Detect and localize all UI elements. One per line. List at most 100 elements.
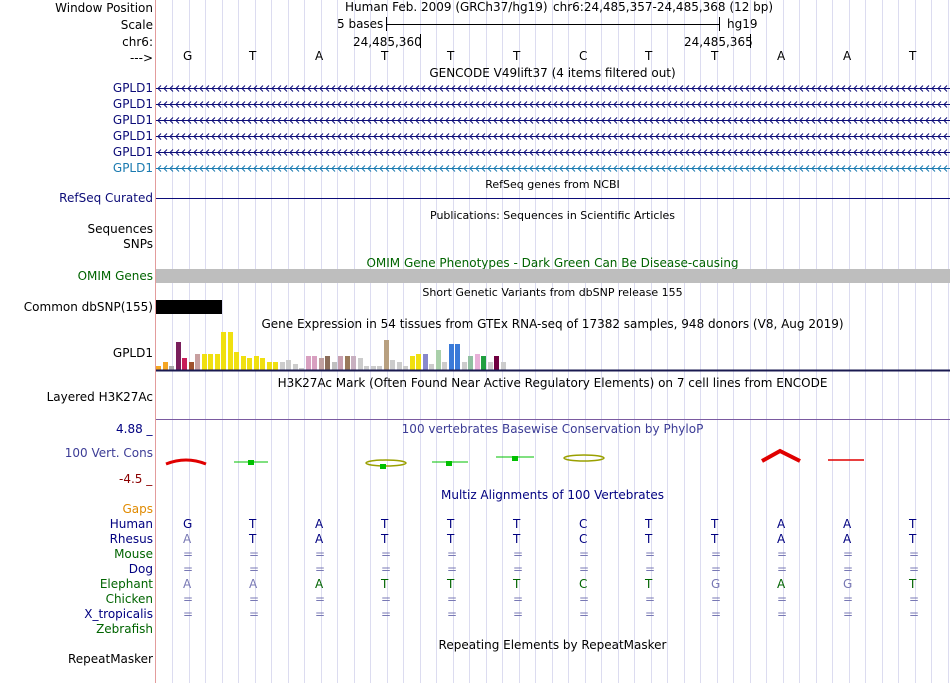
gencode-gene-feature[interactable] — [156, 82, 950, 94]
gencode-track-title[interactable]: GENCODE V49lift37 (4 items filtered out) — [429, 66, 676, 80]
gencode-gene-label[interactable]: GPLD1 — [112, 161, 153, 175]
strand-chevron — [733, 85, 738, 92]
gencode-gene-label[interactable]: GPLD1 — [112, 97, 153, 111]
strand-chevron — [325, 85, 330, 92]
repeatmasker-track-label[interactable]: RepeatMasker — [67, 652, 153, 666]
species-label[interactable]: Rhesus — [109, 532, 153, 546]
strand-chevron — [793, 165, 798, 172]
phylop-track-title[interactable]: 100 vertebrates Basewise Conservation by… — [401, 422, 704, 436]
species-label[interactable]: Zebrafish — [96, 622, 153, 636]
gencode-gene-feature[interactable] — [156, 114, 950, 126]
gencode-gene-label[interactable]: GPLD1 — [112, 145, 153, 159]
species-label[interactable]: Human — [109, 517, 153, 531]
strand-chevron — [259, 101, 264, 108]
refseq-line[interactable] — [156, 198, 950, 199]
refseq-track-label[interactable]: RefSeq Curated — [59, 191, 153, 205]
repeatmasker-track-title[interactable]: Repeating Elements by RepeatMasker — [438, 638, 667, 652]
strand-chevron — [577, 85, 582, 92]
h3k27ac-track-label[interactable]: Layered H3K27Ac — [46, 390, 153, 404]
gtex-tissue-bar — [397, 362, 402, 370]
strand-chevron — [691, 101, 696, 108]
strand-chevron — [613, 165, 618, 172]
gencode-gene-feature[interactable] — [156, 98, 950, 110]
aligned-base: = — [447, 607, 458, 621]
strand-chevron — [631, 133, 636, 140]
strand-chevron — [793, 117, 798, 124]
strand-chevron — [643, 149, 648, 156]
gtex-bar-chart[interactable] — [156, 330, 950, 374]
strand-chevron — [205, 101, 210, 108]
base-letter: G — [183, 49, 193, 63]
dbsnp-feature[interactable] — [156, 300, 222, 314]
strand-chevron — [505, 117, 510, 124]
strand-arrow-label[interactable]: ---> — [129, 51, 153, 65]
h3k27ac-track-title[interactable]: H3K27Ac Mark (Often Found Near Active Re… — [277, 376, 828, 390]
gencode-gene-feature[interactable] — [156, 146, 950, 158]
strand-chevron — [373, 117, 378, 124]
strand-chevron — [181, 133, 186, 140]
species-label[interactable]: Mouse — [114, 547, 153, 561]
gtex-track-title[interactable]: Gene Expression in 54 tissues from GTEx … — [261, 317, 844, 331]
species-label[interactable]: Dog — [128, 562, 153, 576]
phylop-track-label[interactable]: 100 Vert. Cons — [64, 446, 153, 460]
gtex-tissue-bar — [169, 366, 174, 370]
strand-chevron — [169, 117, 174, 124]
strand-chevron — [493, 117, 498, 124]
strand-chevron — [547, 85, 552, 92]
gtex-tissue-bar — [293, 364, 298, 370]
strand-chevron — [187, 133, 192, 140]
gtex-gene-label[interactable]: GPLD1 — [112, 346, 153, 360]
gaps-label[interactable]: Gaps — [122, 502, 153, 516]
strand-chevron — [739, 133, 744, 140]
omim-feature-bar[interactable] — [156, 269, 950, 283]
strand-chevron — [181, 165, 186, 172]
strand-chevron — [391, 133, 396, 140]
strand-chevron — [541, 101, 546, 108]
strand-chevron — [169, 101, 174, 108]
aligned-base: = — [249, 607, 260, 621]
strand-chevron — [469, 101, 474, 108]
dbsnp-track-label[interactable]: Common dbSNP(155) — [23, 300, 153, 314]
strand-chevron — [313, 117, 318, 124]
strand-chevron — [379, 85, 384, 92]
species-label[interactable]: Chicken — [105, 592, 153, 606]
gencode-gene-label[interactable]: GPLD1 — [112, 129, 153, 143]
strand-chevron — [811, 133, 816, 140]
strand-chevron — [727, 117, 732, 124]
species-label[interactable]: X_tropicalis — [84, 607, 153, 621]
strand-chevron — [733, 165, 738, 172]
gencode-gene-feature[interactable] — [156, 130, 950, 142]
gencode-gene-feature[interactable] — [156, 162, 950, 174]
omim-track-title[interactable]: OMIM Gene Phenotypes - Dark Green Can Be… — [366, 256, 739, 270]
strand-chevron — [205, 117, 210, 124]
phylop-glyph-T-mark — [248, 460, 254, 465]
publications-track-title[interactable]: Publications: Sequences in Scientific Ar… — [430, 209, 675, 222]
gencode-gene-label[interactable]: GPLD1 — [112, 113, 153, 127]
strand-chevron — [505, 85, 510, 92]
gtex-tissue-bar — [299, 368, 304, 370]
strand-chevron — [667, 149, 672, 156]
species-label[interactable]: Elephant — [99, 577, 153, 591]
refseq-track-title[interactable]: RefSeq genes from NCBI — [485, 178, 620, 191]
aligned-base: = — [579, 592, 590, 606]
strand-chevron — [601, 101, 606, 108]
phylop-graph[interactable] — [156, 440, 950, 480]
strand-chevron — [157, 133, 162, 140]
strand-chevron — [307, 165, 312, 172]
strand-chevron — [745, 133, 750, 140]
strand-chevron — [787, 101, 792, 108]
omim-track-label[interactable]: OMIM Genes — [77, 269, 153, 283]
strand-chevron — [583, 117, 588, 124]
strand-chevron — [697, 85, 702, 92]
strand-chevron — [709, 101, 714, 108]
snps-label[interactable]: SNPs — [123, 237, 153, 251]
strand-chevron — [649, 101, 654, 108]
multiz-track-title[interactable]: Multiz Alignments of 100 Vertebrates — [440, 488, 665, 502]
strand-chevron — [169, 149, 174, 156]
strand-chevron — [673, 133, 678, 140]
strand-chevron — [229, 85, 234, 92]
gencode-gene-label[interactable]: GPLD1 — [112, 81, 153, 95]
sequences-label[interactable]: Sequences — [87, 222, 153, 236]
dbsnp-track-title[interactable]: Short Genetic Variants from dbSNP releas… — [422, 286, 683, 299]
aligned-base: T — [513, 577, 521, 591]
